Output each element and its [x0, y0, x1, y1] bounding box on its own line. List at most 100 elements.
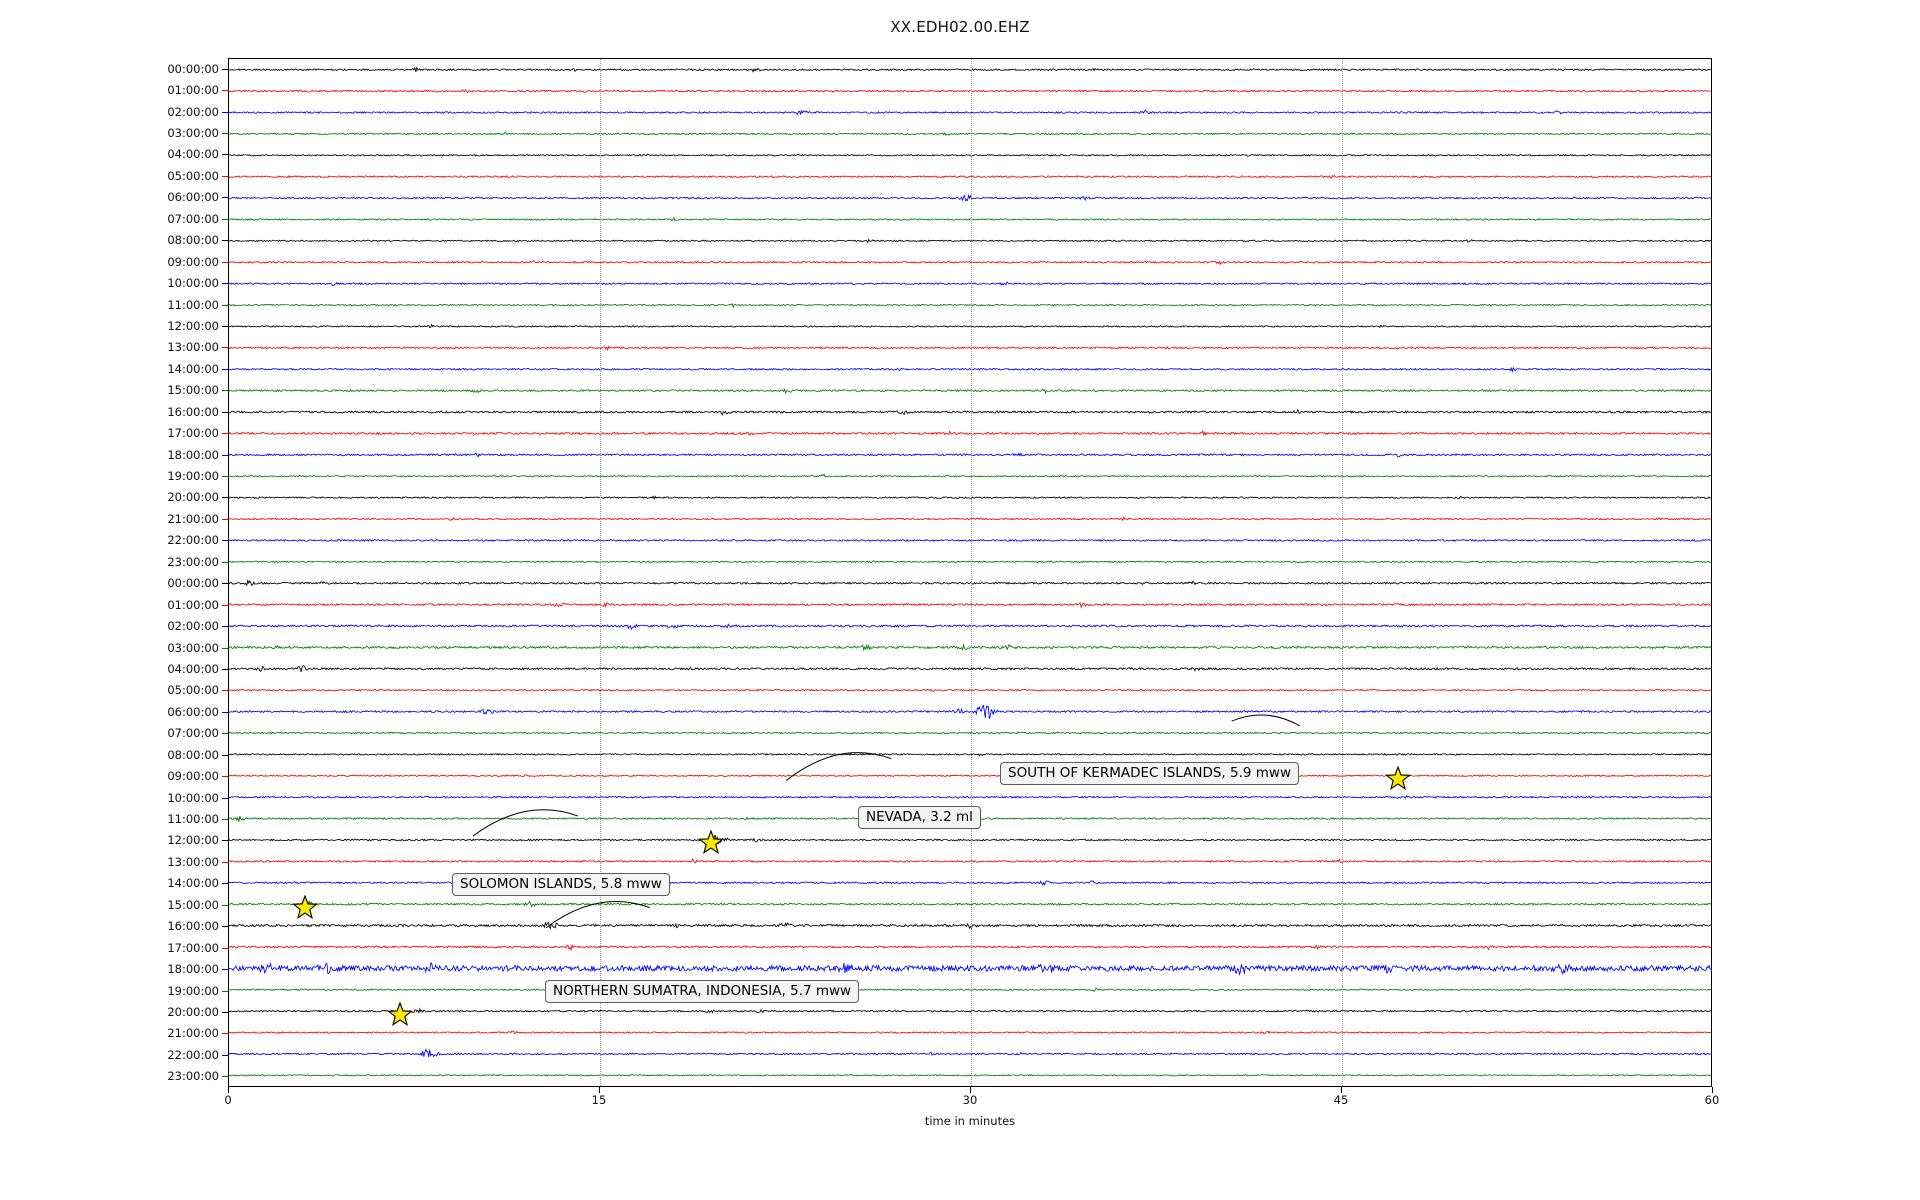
y-axis-tick-36 — [222, 840, 228, 842]
y-axis-tick-39 — [222, 904, 228, 906]
y-axis-tick-29 — [222, 690, 228, 692]
y-axis-tick-8 — [222, 240, 228, 242]
y-axis-label-6: 06:00:00 — [167, 190, 219, 205]
event-label-2[interactable]: SOLOMON ISLANDS, 5.8 mww — [452, 873, 670, 897]
y-axis-label-32: 08:00:00 — [167, 747, 219, 762]
y-axis-tick-14 — [222, 368, 228, 370]
y-axis-tick-38 — [222, 883, 228, 885]
trace-row-25 — [229, 603, 1711, 607]
y-axis-label-46: 22:00:00 — [167, 1047, 219, 1062]
trace-row-37 — [229, 859, 1711, 863]
y-axis-label-0: 00:00:00 — [167, 61, 219, 76]
x-axis-label-15: 15 — [591, 1093, 607, 1107]
event-star-3[interactable] — [387, 1001, 413, 1028]
trace-row-46 — [229, 1049, 1711, 1057]
y-axis-tick-1 — [222, 90, 228, 92]
trace-row-4 — [229, 154, 1711, 156]
x-axis-label-0: 0 — [224, 1093, 232, 1107]
trace-row-32 — [229, 754, 1711, 756]
y-axis-label-35: 11:00:00 — [167, 812, 219, 827]
event-star-1[interactable] — [698, 829, 724, 856]
y-axis-label-40: 16:00:00 — [167, 919, 219, 934]
y-axis-label-19: 19:00:00 — [167, 469, 219, 484]
trace-row-16 — [229, 410, 1711, 415]
trace-row-29 — [229, 689, 1711, 691]
y-axis-tick-13 — [222, 347, 228, 349]
trace-row-21 — [229, 517, 1711, 520]
y-axis-tick-37 — [222, 861, 228, 863]
y-axis-label-27: 03:00:00 — [167, 640, 219, 655]
y-axis-tick-17 — [222, 433, 228, 435]
trace-row-31 — [229, 732, 1711, 734]
trace-row-33 — [229, 775, 1711, 777]
y-axis-tick-18 — [222, 454, 228, 456]
y-axis-tick-31 — [222, 733, 228, 735]
y-axis-tick-45 — [222, 1033, 228, 1035]
y-axis-label-11: 11:00:00 — [167, 297, 219, 312]
y-axis-tick-20 — [222, 497, 228, 499]
y-axis-tick-43 — [222, 990, 228, 992]
y-axis-label-41: 17:00:00 — [167, 940, 219, 955]
y-axis-tick-30 — [222, 711, 228, 713]
event-label-0[interactable]: SOUTH OF KERMADEC ISLANDS, 5.9 mww — [1000, 762, 1299, 786]
x-axis-tick-15 — [599, 1087, 600, 1093]
y-axis-tick-33 — [222, 776, 228, 778]
trace-row-11 — [229, 304, 1711, 307]
y-axis-tick-47 — [222, 1076, 228, 1078]
y-axis-label-12: 12:00:00 — [167, 318, 219, 333]
y-axis-tick-44 — [222, 1011, 228, 1013]
y-axis-label-13: 13:00:00 — [167, 340, 219, 355]
y-axis-label-43: 19:00:00 — [167, 983, 219, 998]
y-axis-tick-15 — [222, 390, 228, 392]
trace-row-0 — [229, 68, 1711, 72]
trace-row-22 — [229, 540, 1711, 542]
x-axis-title: time in minutes — [924, 1114, 1016, 1128]
x-axis-tick-30 — [970, 1087, 971, 1093]
y-axis-label-28: 04:00:00 — [167, 661, 219, 676]
trace-row-30 — [229, 706, 1711, 719]
y-axis-tick-41 — [222, 947, 228, 949]
y-axis-label-16: 16:00:00 — [167, 404, 219, 419]
y-axis-label-38: 14:00:00 — [167, 876, 219, 891]
trace-row-8 — [229, 240, 1711, 243]
x-axis-label-60: 60 — [1704, 1093, 1720, 1107]
x-axis-tick-0 — [228, 1087, 229, 1093]
trace-row-45 — [229, 1031, 1711, 1034]
trace-row-41 — [229, 945, 1711, 950]
trace-row-39 — [229, 901, 1711, 907]
trace-row-43 — [229, 988, 1711, 991]
y-axis-tick-22 — [222, 540, 228, 542]
trace-row-19 — [229, 474, 1711, 477]
y-axis-label-15: 15:00:00 — [167, 383, 219, 398]
trace-row-40 — [229, 922, 1711, 928]
y-axis-label-47: 23:00:00 — [167, 1069, 219, 1084]
y-axis-tick-28 — [222, 668, 228, 670]
y-axis-tick-4 — [222, 154, 228, 156]
y-axis-label-4: 04:00:00 — [167, 147, 219, 162]
y-axis-tick-32 — [222, 754, 228, 756]
y-axis-tick-3 — [222, 133, 228, 135]
y-axis-label-8: 08:00:00 — [167, 233, 219, 248]
trace-row-14 — [229, 368, 1711, 372]
x-axis-tick-45 — [1341, 1087, 1342, 1093]
event-star-0[interactable] — [1385, 765, 1411, 792]
y-axis-tick-16 — [222, 411, 228, 413]
y-axis-tick-26 — [222, 626, 228, 628]
y-axis-tick-24 — [222, 583, 228, 585]
y-axis-label-2: 02:00:00 — [167, 104, 219, 119]
y-axis-label-42: 18:00:00 — [167, 962, 219, 977]
trace-row-6 — [229, 195, 1711, 200]
trace-row-23 — [229, 561, 1711, 563]
y-axis-tick-5 — [222, 175, 228, 177]
event-label-3[interactable]: NORTHERN SUMATRA, INDONESIA, 5.7 mww — [545, 980, 860, 1004]
trace-row-17 — [229, 431, 1711, 435]
y-axis-label-31: 07:00:00 — [167, 726, 219, 741]
y-axis-label-1: 01:00:00 — [167, 83, 219, 98]
event-star-2[interactable] — [292, 894, 318, 921]
y-axis-label-7: 07:00:00 — [167, 211, 219, 226]
event-label-1[interactable]: NEVADA, 3.2 ml — [858, 806, 981, 830]
page-title: XX.EDH02.00.EHZ — [890, 18, 1030, 36]
y-axis-label-9: 09:00:00 — [167, 254, 219, 269]
trace-row-28 — [229, 666, 1711, 672]
